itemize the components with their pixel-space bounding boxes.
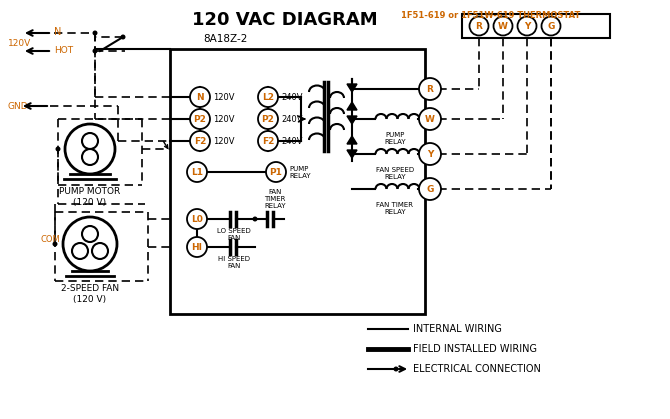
Bar	[170, 49, 425, 314]
Circle shape	[82, 133, 98, 149]
Text: 120V: 120V	[213, 137, 234, 145]
Text: LO: LO	[76, 248, 84, 253]
Circle shape	[258, 131, 278, 151]
Text: P2: P2	[194, 114, 206, 124]
Text: FAN TIMER
RELAY: FAN TIMER RELAY	[377, 202, 413, 215]
Text: G: G	[547, 21, 555, 31]
Text: 1F51-619 or 1F51W-619 THERMOSTAT: 1F51-619 or 1F51W-619 THERMOSTAT	[401, 11, 580, 20]
Text: 8A18Z-2: 8A18Z-2	[203, 34, 247, 44]
Text: PUMP MOTOR: PUMP MOTOR	[60, 187, 121, 196]
Text: FAN
TIMER
RELAY: FAN TIMER RELAY	[264, 189, 286, 209]
Text: 240V: 240V	[281, 93, 302, 101]
Text: P1: P1	[269, 168, 283, 176]
Circle shape	[92, 31, 98, 36]
Text: GND: GND	[8, 101, 29, 111]
Circle shape	[253, 217, 257, 222]
Circle shape	[266, 162, 286, 182]
Circle shape	[190, 109, 210, 129]
Text: 120V: 120V	[213, 93, 234, 101]
Text: LO SPEED
FAN: LO SPEED FAN	[217, 228, 251, 241]
Text: PUMP
RELAY: PUMP RELAY	[384, 132, 406, 145]
Circle shape	[65, 124, 115, 174]
Text: 240V: 240V	[281, 114, 302, 124]
Text: G: G	[426, 184, 433, 194]
Text: Y: Y	[427, 150, 433, 158]
Text: 120V: 120V	[8, 39, 31, 47]
Text: L0: L0	[191, 215, 203, 223]
Text: R: R	[427, 85, 433, 93]
Circle shape	[63, 217, 117, 271]
Text: L1: L1	[191, 168, 203, 176]
Circle shape	[419, 143, 441, 165]
Text: F2: F2	[262, 137, 274, 145]
Polygon shape	[347, 116, 357, 124]
Text: L2: L2	[262, 93, 274, 101]
Circle shape	[517, 16, 537, 36]
Text: 2-SPEED FAN: 2-SPEED FAN	[61, 284, 119, 293]
Text: P2: P2	[261, 114, 275, 124]
Circle shape	[494, 16, 513, 36]
Text: INTERNAL WIRING: INTERNAL WIRING	[413, 324, 502, 334]
Circle shape	[470, 16, 488, 36]
Circle shape	[92, 243, 108, 259]
Text: W: W	[425, 114, 435, 124]
Circle shape	[419, 178, 441, 200]
Text: HOT: HOT	[54, 46, 73, 54]
Circle shape	[187, 209, 207, 229]
Text: 120 VAC DIAGRAM: 120 VAC DIAGRAM	[192, 11, 378, 29]
Circle shape	[190, 131, 210, 151]
Text: PUMP
RELAY: PUMP RELAY	[289, 166, 311, 178]
Text: HI: HI	[96, 248, 104, 253]
Text: 240V: 240V	[281, 137, 302, 145]
Text: R: R	[476, 21, 482, 31]
Text: HI: HI	[192, 243, 202, 251]
Text: Y: Y	[524, 21, 530, 31]
Circle shape	[121, 34, 125, 39]
Text: N: N	[196, 93, 204, 101]
Text: F2: F2	[194, 137, 206, 145]
Circle shape	[187, 162, 207, 182]
Polygon shape	[347, 84, 357, 92]
Text: HI SPEED
FAN: HI SPEED FAN	[218, 256, 250, 269]
Polygon shape	[347, 150, 357, 158]
Text: N: N	[54, 27, 62, 37]
Text: ELECTRICAL CONNECTION: ELECTRICAL CONNECTION	[413, 364, 541, 374]
Circle shape	[82, 149, 98, 165]
Circle shape	[92, 49, 98, 54]
Text: COM: COM	[40, 235, 60, 243]
Circle shape	[258, 109, 278, 129]
Text: FAN SPEED
RELAY: FAN SPEED RELAY	[376, 167, 414, 180]
Circle shape	[419, 78, 441, 100]
Circle shape	[187, 237, 207, 257]
Circle shape	[82, 226, 98, 242]
Circle shape	[258, 87, 278, 107]
Text: (120 V): (120 V)	[74, 295, 107, 304]
Circle shape	[419, 108, 441, 130]
Text: W: W	[498, 21, 508, 31]
Polygon shape	[347, 102, 357, 110]
Bar	[462, 14, 610, 38]
Circle shape	[393, 367, 399, 372]
Text: (120 V): (120 V)	[74, 198, 107, 207]
Polygon shape	[347, 136, 357, 144]
Circle shape	[190, 87, 210, 107]
Circle shape	[541, 16, 561, 36]
Circle shape	[52, 241, 58, 246]
Circle shape	[72, 243, 88, 259]
Text: FIELD INSTALLED WIRING: FIELD INSTALLED WIRING	[413, 344, 537, 354]
Circle shape	[56, 147, 60, 152]
Text: 120V: 120V	[213, 114, 234, 124]
